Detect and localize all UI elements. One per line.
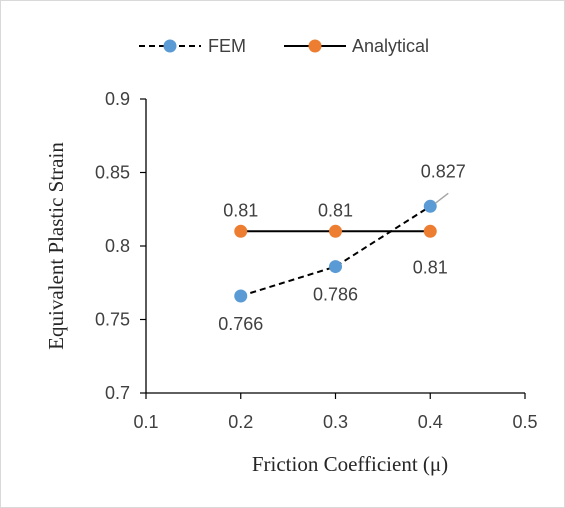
legend-label-fem: FEM bbox=[208, 36, 246, 56]
data-point-analytical bbox=[329, 224, 342, 238]
data-label-fem: 0.786 bbox=[313, 285, 358, 305]
data-label-analytical: 0.81 bbox=[413, 257, 448, 277]
y-axis-title: Equivalent Plastic Strain bbox=[44, 142, 68, 350]
legend: FEM Analytical bbox=[139, 36, 429, 56]
data-label-fem: 0.827 bbox=[421, 161, 466, 181]
data-point-analytical bbox=[234, 224, 248, 238]
y-tick-label: 0.8 bbox=[105, 236, 130, 256]
data-label-analytical: 0.81 bbox=[318, 200, 353, 220]
data-point-fem bbox=[234, 289, 248, 303]
legend-label-analytical: Analytical bbox=[352, 36, 429, 56]
y-tick-label: 0.7 bbox=[105, 383, 130, 403]
data-point-fem bbox=[423, 199, 437, 213]
x-tick-label: 0.1 bbox=[133, 412, 158, 432]
y-tick-label: 0.85 bbox=[95, 163, 130, 183]
data-point-analytical bbox=[423, 224, 437, 238]
legend-marker-fem bbox=[163, 39, 177, 53]
x-tick-label: 0.4 bbox=[418, 412, 443, 432]
axes: 0.7 0.75 0.8 0.85 0.9 0.1 0.2 0.3 0.4 0.5 bbox=[95, 89, 538, 432]
series-layer bbox=[234, 199, 437, 303]
data-label-fem: 0.766 bbox=[218, 314, 263, 334]
legend-marker-analytical bbox=[308, 39, 322, 53]
y-tick-label: 0.75 bbox=[95, 310, 130, 330]
series-line-fem bbox=[240, 205, 431, 297]
x-tick-label: 0.2 bbox=[228, 412, 253, 432]
x-axis-title: Friction Coefficient (μ) bbox=[252, 452, 448, 476]
y-tick-label: 0.9 bbox=[105, 89, 130, 109]
data-point-fem bbox=[329, 260, 342, 274]
data-labels: 0.766 0.786 0.827 0.81 0.81 0.81 bbox=[218, 161, 466, 334]
label-leader-line bbox=[434, 192, 449, 204]
data-label-analytical: 0.81 bbox=[223, 200, 258, 220]
x-tick-label: 0.5 bbox=[512, 412, 537, 432]
x-tick-label: 0.3 bbox=[323, 412, 348, 432]
